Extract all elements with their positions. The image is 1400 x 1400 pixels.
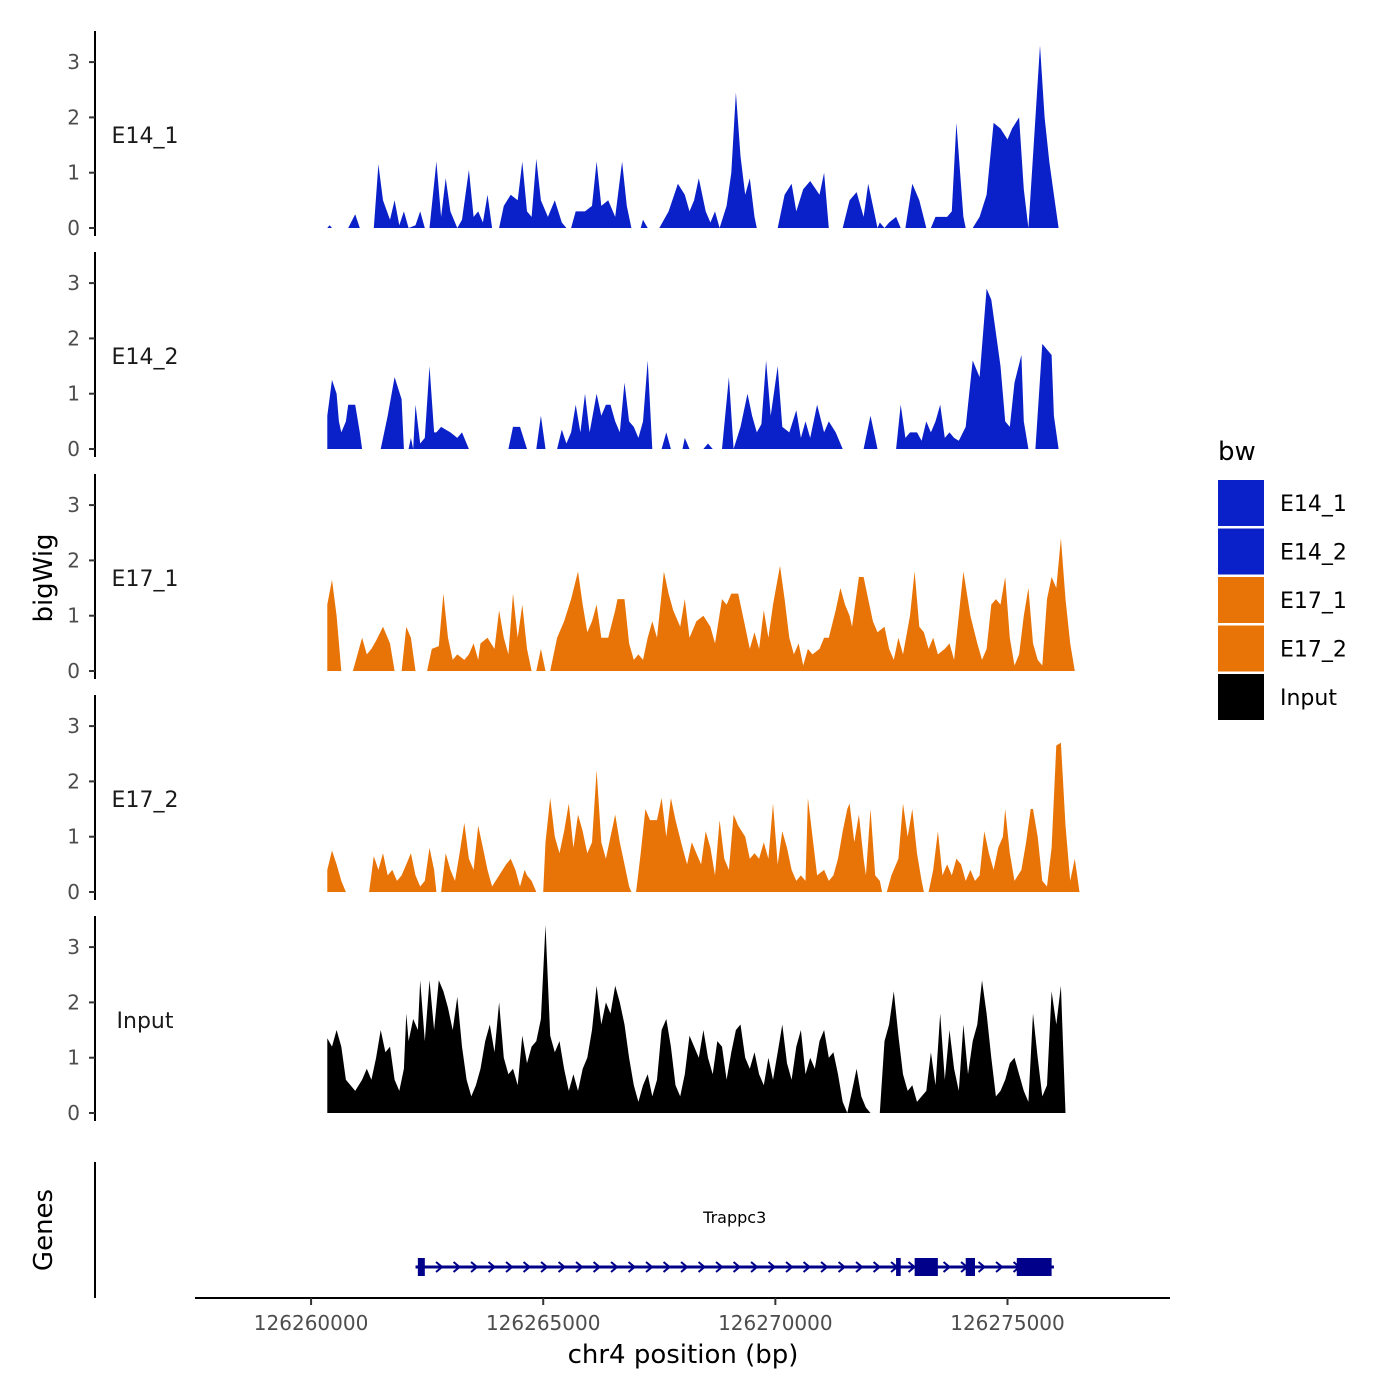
coverage-area-Input: [327, 925, 1066, 1113]
gene-exon: [417, 1258, 425, 1276]
legend-title: bw: [1218, 437, 1256, 467]
x-axis-title: chr4 position (bp): [568, 1340, 799, 1370]
track-label: Input: [117, 1009, 174, 1034]
strand-arrow: [855, 1261, 864, 1273]
y-tick-label: 2: [67, 326, 80, 350]
coverage-area-E14_1: [327, 45, 1059, 228]
y-tick-label: 1: [67, 1046, 80, 1070]
legend-key-Input: [1218, 674, 1264, 720]
track-E17_1: 0 1 2 3 E17_1: [67, 474, 1075, 683]
track-label: E17_1: [112, 567, 179, 592]
track-Input: 0 1 2 3 Input: [67, 916, 1066, 1125]
strand-arrow: [645, 1261, 654, 1273]
strand-arrow: [802, 1261, 812, 1273]
track-E14_2: 0 1 2 3 E14_2: [67, 252, 1059, 461]
coverage-area-E17_1: [327, 538, 1075, 671]
strand-arrow: [452, 1261, 462, 1273]
y-axis-title: bigWig: [29, 533, 59, 622]
y-tick-label: 0: [67, 437, 80, 461]
strand-arrow: [942, 1261, 952, 1273]
strand-arrow: [487, 1261, 497, 1273]
y-tick-label: 2: [67, 769, 80, 793]
strand-arrow: [715, 1261, 724, 1273]
track-label: E14_1: [112, 124, 179, 149]
y-tick-label: 2: [67, 548, 80, 572]
x-tick-label: 126275000: [950, 1311, 1065, 1335]
coverage-tracks: 0 1 2 3 E14_1 0 1 2 3 E14_2 0 1 2 3 E17_1 0 1 2 3 E17_2 0 1 2 3…: [67, 31, 1080, 1125]
strand-arrow: [977, 1261, 987, 1273]
gene-exon: [914, 1258, 938, 1276]
legend-label: E14_1: [1280, 492, 1347, 517]
strand-arrow: [732, 1261, 742, 1273]
y-tick-label: 3: [67, 493, 80, 517]
genes-title: Genes: [29, 1189, 59, 1271]
gene-exon: [896, 1258, 901, 1276]
y-tick-label: 0: [67, 659, 80, 683]
strand-arrow: [627, 1261, 637, 1273]
legend-label: E17_2: [1280, 638, 1347, 663]
strand-arrow: [592, 1261, 602, 1273]
coverage-area-E14_2: [327, 288, 1059, 449]
strand-arrow: [680, 1261, 689, 1273]
x-axis: chr4 position (bp) 126260000 126265000 126…: [195, 1297, 1170, 1370]
legend-label: E17_1: [1280, 589, 1347, 614]
strand-arrow: [785, 1261, 794, 1273]
y-tick-label: 0: [67, 216, 80, 240]
y-tick-label: 3: [67, 935, 80, 959]
track-label: E14_2: [112, 345, 179, 370]
track-label: E17_2: [112, 788, 179, 813]
y-tick-label: 0: [67, 880, 80, 904]
legend-label: E14_2: [1280, 541, 1347, 566]
strand-arrow: [750, 1261, 759, 1273]
gene-exon: [965, 1258, 975, 1276]
strand-arrow: [575, 1261, 584, 1273]
x-tick-label: 126265000: [486, 1311, 601, 1335]
strand-arrow: [522, 1261, 532, 1273]
gene-name-label: Trappc3: [702, 1208, 766, 1227]
legend-key-E17_1: [1218, 577, 1264, 623]
y-tick-label: 1: [67, 604, 80, 628]
strand-arrow: [557, 1261, 567, 1273]
strand-arrow: [662, 1261, 672, 1273]
strand-arrow: [837, 1261, 847, 1273]
y-tick-label: 3: [67, 714, 80, 738]
y-tick-label: 3: [67, 50, 80, 74]
strand-arrow: [872, 1261, 882, 1273]
legend-key-E14_1: [1218, 480, 1264, 526]
strand-arrow: [767, 1261, 777, 1273]
track-E17_2: 0 1 2 3 E17_2: [67, 695, 1080, 904]
strand-arrow: [907, 1261, 917, 1273]
legend-key-E17_2: [1218, 625, 1264, 672]
y-tick-label: 2: [67, 990, 80, 1014]
strand-arrow: [470, 1261, 479, 1273]
y-tick-label: 0: [67, 1101, 80, 1125]
legend-key-E14_2: [1218, 528, 1264, 575]
strand-arrow: [540, 1261, 549, 1273]
y-tick-label: 1: [67, 825, 80, 849]
gene-track: Genes Trappc3: [29, 1162, 1054, 1298]
strand-arrow: [610, 1261, 619, 1273]
strand-arrow: [435, 1261, 444, 1273]
strand-arrow: [820, 1261, 829, 1273]
strand-arrow: [697, 1261, 707, 1273]
y-tick-label: 3: [67, 271, 80, 295]
x-tick-label: 126270000: [718, 1311, 833, 1335]
legend: bw E14_1 E14_2 E17_1 E17_2 Input: [1218, 437, 1347, 720]
y-tick-label: 1: [67, 382, 80, 406]
coverage-area-E17_2: [327, 742, 1080, 892]
y-tick-label: 2: [67, 105, 80, 129]
strand-arrow: [995, 1261, 1004, 1273]
legend-label: Input: [1280, 686, 1337, 711]
strand-arrow: [505, 1261, 514, 1273]
x-tick-label: 126260000: [254, 1311, 369, 1335]
track-E14_1: 0 1 2 3 E14_1: [67, 31, 1059, 240]
y-tick-label: 1: [67, 161, 80, 185]
gene-exon: [1016, 1258, 1052, 1276]
